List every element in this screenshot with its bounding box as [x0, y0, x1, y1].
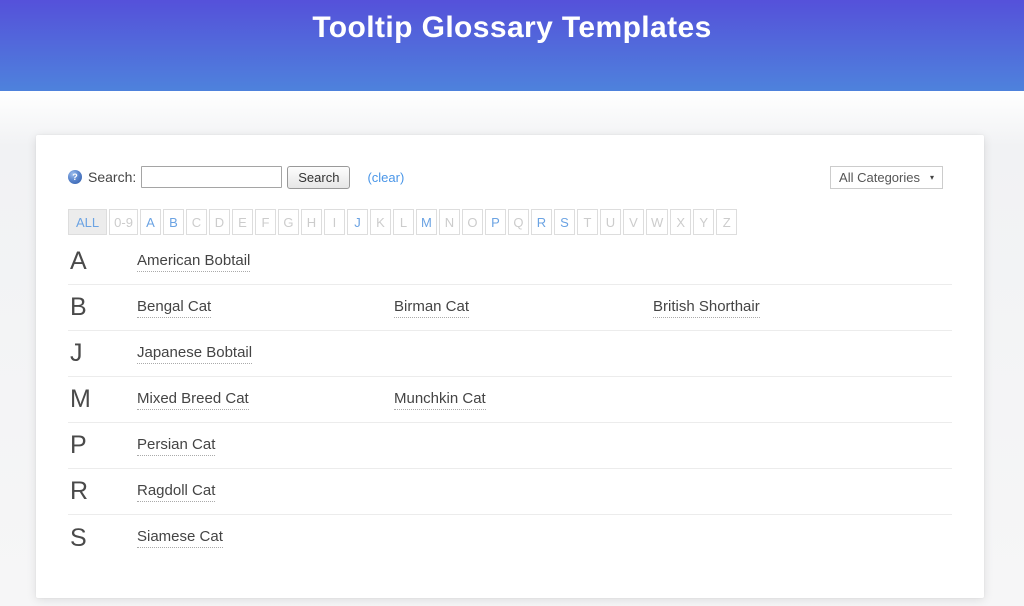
glossary-term[interactable]: Ragdoll Cat	[137, 482, 216, 502]
search-button[interactable]: Search	[287, 165, 351, 189]
alphabet-item-j[interactable]: J	[346, 209, 368, 235]
alphabet-item-u: U	[599, 209, 621, 235]
glossary-term[interactable]: Birman Cat	[394, 298, 470, 318]
glossary-group-r: R Ragdoll Cat	[68, 469, 952, 515]
category-dropdown-value: All Categories	[839, 169, 920, 185]
alphabet-item-s[interactable]: S	[553, 209, 575, 235]
search-row: ? Search: Search (clear) All Categories …	[68, 165, 952, 189]
alphabet-item-p[interactable]: P	[484, 209, 506, 235]
glossary-group-a: A American Bobtail	[68, 239, 952, 285]
glossary-group-b: B Bengal Cat Birman Cat British Shorthair	[68, 285, 952, 331]
group-letter: A	[70, 247, 87, 275]
glossary-term[interactable]: Bengal Cat	[137, 298, 212, 318]
alphabet-item-e: E	[231, 209, 253, 235]
search-label: Search:	[88, 169, 137, 185]
group-letter: R	[70, 477, 89, 505]
glossary-group-j: J Japanese Bobtail	[68, 331, 952, 377]
alphabet-item-l: L	[392, 209, 414, 235]
alphabet-item-m[interactable]: M	[415, 209, 437, 235]
alphabet-item-all[interactable]: ALL	[68, 209, 108, 235]
alphabet-item-y: Y	[693, 209, 715, 235]
group-terms: Bengal Cat Birman Cat British Shorthair	[137, 298, 952, 318]
glossary-group-m: M Mixed Breed Cat Munchkin Cat	[68, 377, 952, 423]
alphabet-item-n: N	[438, 209, 460, 235]
alphabet-item-z: Z	[716, 209, 738, 235]
alphabet-item-d: D	[208, 209, 230, 235]
category-dropdown[interactable]: All Categories ▾	[830, 165, 943, 189]
glossary-term[interactable]: British Shorthair	[653, 298, 760, 318]
alphabet-item-w: W	[645, 209, 669, 235]
alphabet-item-o: O	[461, 209, 483, 235]
alphabet-item-g: G	[277, 209, 299, 235]
alphabet-item-t: T	[576, 209, 598, 235]
chevron-down-icon: ▾	[929, 172, 934, 182]
group-terms: Mixed Breed Cat Munchkin Cat	[137, 390, 952, 410]
glossary-group-s: S Siamese Cat	[68, 515, 952, 561]
clear-link[interactable]: (clear)	[367, 169, 405, 185]
glossary-term[interactable]: Munchkin Cat	[394, 390, 486, 410]
group-letter: M	[70, 385, 91, 413]
group-letter: S	[70, 523, 87, 552]
alphabet-item-f: F	[254, 209, 276, 235]
glossary-group-p: P Persian Cat	[68, 423, 952, 469]
alphabet-item-0-9: 0-9	[109, 209, 138, 235]
alphabet-item-a[interactable]: A	[139, 209, 161, 235]
page-background: ? Search: Search (clear) All Categories …	[0, 91, 1024, 606]
glossary-card: ? Search: Search (clear) All Categories …	[36, 135, 984, 598]
alphabet-bar: ALL 0-9 A B C D E F G H I J K L M N O P Q R S T U V W X Y Z	[68, 209, 952, 235]
alphabet-item-h: H	[300, 209, 322, 235]
group-terms: Ragdoll Cat	[137, 482, 952, 502]
alphabet-item-q: Q	[507, 209, 529, 235]
group-terms: Siamese Cat	[137, 528, 952, 548]
glossary-term[interactable]: Japanese Bobtail	[137, 344, 253, 364]
glossary-term[interactable]: Persian Cat	[137, 436, 216, 456]
group-terms: American Bobtail	[137, 252, 952, 272]
page-title: Tooltip Glossary Templates	[312, 11, 712, 44]
group-terms: Japanese Bobtail	[137, 344, 952, 364]
group-letter: J	[70, 339, 83, 367]
alphabet-item-x: X	[670, 209, 692, 235]
alphabet-item-v: V	[622, 209, 644, 235]
glossary-term[interactable]: American Bobtail	[137, 252, 251, 272]
glossary-term[interactable]: Mixed Breed Cat	[137, 390, 249, 410]
alphabet-item-i: I	[323, 209, 345, 235]
search-input[interactable]	[141, 166, 283, 188]
page-header: Tooltip Glossary Templates	[0, 0, 1024, 91]
help-icon[interactable]: ?	[68, 170, 82, 184]
group-letter: B	[70, 293, 87, 321]
alphabet-item-r[interactable]: R	[530, 209, 552, 235]
group-letter: P	[70, 431, 87, 459]
alphabet-item-k: K	[369, 209, 391, 235]
alphabet-item-c: C	[185, 209, 207, 235]
alphabet-item-b[interactable]: B	[162, 209, 184, 235]
glossary-list: A American Bobtail B Bengal Cat Birman Cat Br…	[68, 239, 952, 561]
group-terms: Persian Cat	[137, 436, 952, 456]
glossary-term[interactable]: Siamese Cat	[137, 528, 223, 548]
